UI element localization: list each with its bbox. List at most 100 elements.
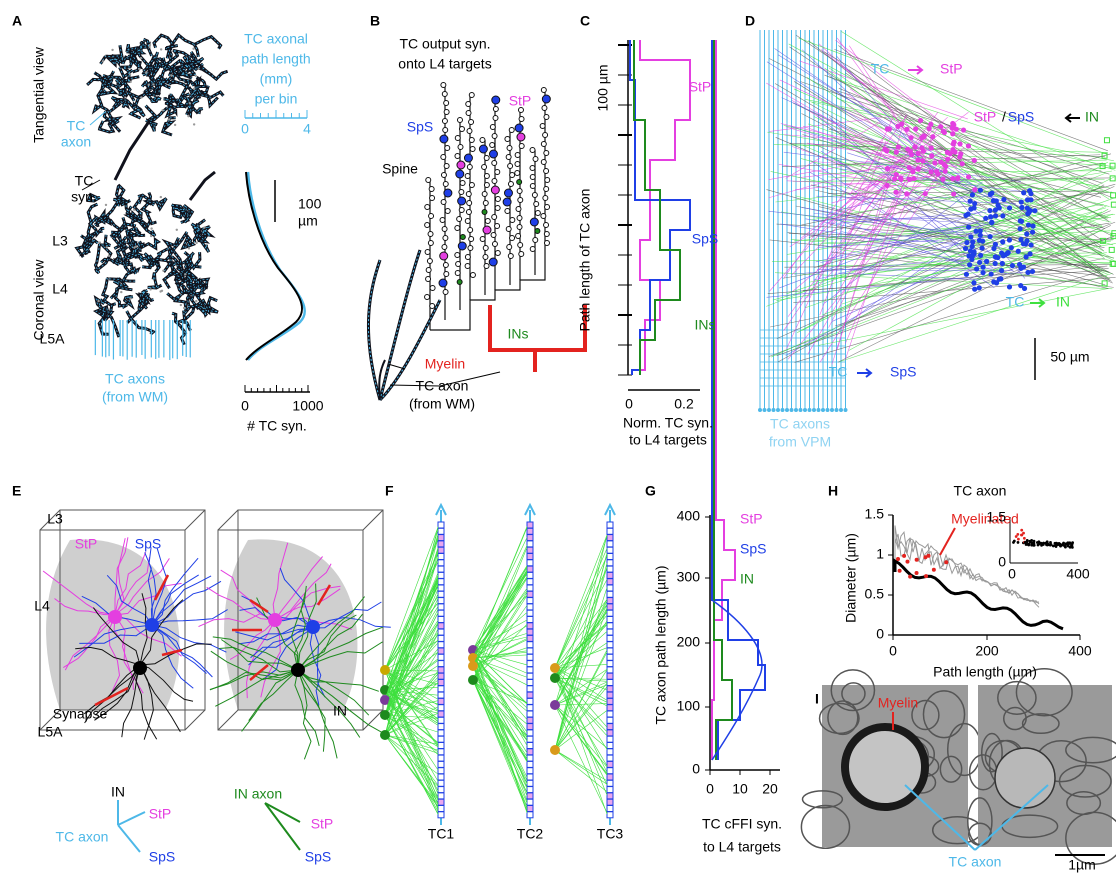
inset-point [1070,542,1074,546]
neurite [260,619,281,698]
syn-box [606,672,614,680]
cffi-line [554,534,608,751]
sps-syn [1000,253,1006,259]
neurite [92,607,141,666]
neurite [135,664,158,740]
neurite [272,542,289,621]
syn-dot [481,209,488,215]
tc-axon-end [789,408,794,412]
syn-dot [481,164,488,170]
axon-core [171,312,186,345]
cffi-line [472,623,528,681]
syn-box [437,590,445,598]
inset-point [1022,531,1025,535]
axon-core [124,296,134,307]
syn-dot [529,147,536,153]
myelin-point [931,567,936,572]
connection-line [804,197,1116,309]
arrowhead [604,502,616,516]
syn-dot [517,242,524,248]
syn-dot [442,289,449,295]
syn-dot [507,181,514,187]
neurite [238,627,314,645]
connection-line [793,277,1116,303]
sps-syn [980,264,986,270]
syn-dot [425,267,432,273]
label: (mm) [260,71,293,87]
pointer [904,784,1049,851]
cffi-line [554,667,608,750]
connection-line [837,225,1111,363]
syn-dot [429,195,436,201]
axon-core [168,64,195,77]
syn-box [606,754,614,762]
axon-core [133,41,144,54]
stp-syn [904,126,910,132]
neurite [114,537,129,615]
connection-line [768,210,995,237]
neurite [297,614,357,671]
in-syn [1099,163,1106,170]
sps-syn [965,211,971,217]
syn-box [437,805,445,812]
connection-line [785,126,885,158]
axon-core [142,198,167,211]
connection-line [795,205,1108,272]
syn-box [606,760,614,768]
connection-line [785,121,881,179]
sps-syn [1015,248,1021,254]
connection-line [844,155,927,344]
axon-blob [97,234,113,271]
cffi-line [554,555,608,669]
stp-syn [947,151,953,157]
connection-line [817,288,1109,346]
synapse-dot [170,74,173,77]
syn-dot [483,173,490,179]
label: StP [940,61,963,77]
sps-syn [991,245,997,252]
syn-box [437,603,445,611]
sps-syn [979,245,985,251]
syn-dot [443,100,450,106]
label: to L4 targets [703,839,781,855]
syn-dot [494,205,501,211]
in-soma [468,675,478,685]
synapse-dot [188,102,192,105]
cffi-line [384,558,439,701]
label: IN [740,571,754,587]
axon-core [126,215,156,237]
syn-box [526,792,534,800]
label: from VPM [769,434,831,450]
cffi-line [384,682,439,736]
in-soma [550,663,560,673]
sps-syn [995,202,1001,208]
syn-dot [491,95,501,105]
syn-dot [516,215,523,221]
connection-line [823,51,1110,222]
neurite [274,563,332,621]
syn-box [606,527,614,535]
syn-dot [483,155,490,161]
syn-dot [456,279,463,285]
em-membrane [922,690,966,739]
arrow [857,368,873,378]
em-membrane [1066,790,1102,816]
syn-box [526,647,534,655]
label: C [580,13,590,29]
neurite [297,669,370,716]
label: TC [75,173,94,189]
axon-core [190,57,204,70]
syn-box [437,679,445,686]
cffi-line [472,590,528,659]
syn-box [526,779,534,787]
em-membrane [1002,706,1027,731]
syn-dot [518,143,525,149]
label: H [828,483,838,499]
syn-box [606,723,614,731]
in-soma [550,673,560,683]
cffi-line [554,608,608,751]
axon-core [98,234,112,270]
in-soma [380,695,390,705]
em-membrane [800,804,851,850]
synapse-dot [98,241,102,244]
